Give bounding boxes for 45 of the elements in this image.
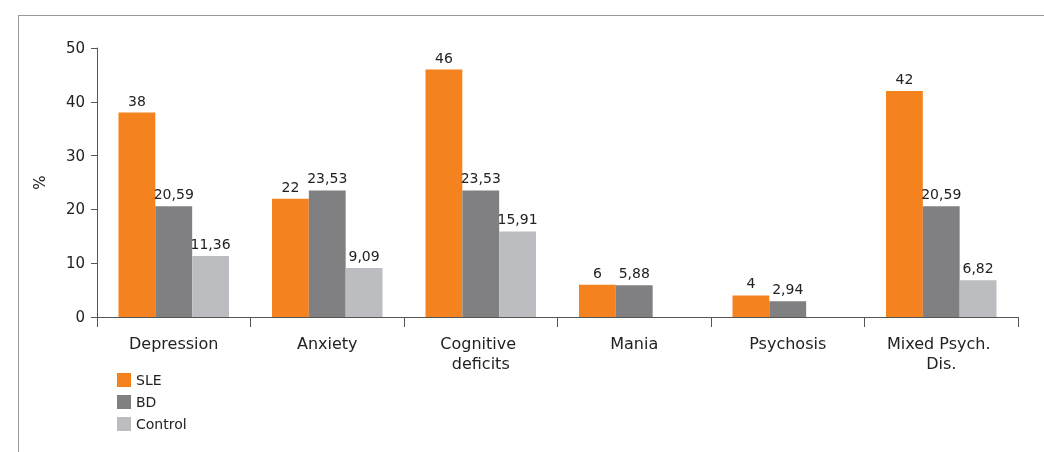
y-tick-label: 0 [75,308,85,326]
y-axis-title: % [30,175,49,190]
y-tick-label: 30 [65,146,85,165]
y-tick-label: 50 [65,39,85,57]
data-label: 2,94 [772,281,804,298]
y-tick-label: 10 [65,254,85,273]
y-tick-label: 40 [65,92,85,111]
x-tick-label: Mixed Psych. Dis. [886,333,996,373]
data-label: 4 [746,275,756,292]
data-label: 5,88 [618,265,650,282]
x-tick-label: Depression [129,333,219,353]
data-label: 11,36 [190,235,231,252]
bar [271,198,309,317]
bar [155,206,193,317]
x-tick-label: Anxiety [296,333,358,353]
bar [425,69,463,317]
legend-label: BD [136,394,157,410]
bar [959,280,997,317]
data-label: 42 [895,71,914,88]
data-label: 6 [592,264,602,281]
legend-label: Control [136,416,187,432]
data-label: 22 [281,178,300,195]
bar [769,301,807,317]
bar [462,190,500,317]
data-label: 6,82 [962,260,994,277]
bar [578,284,616,317]
data-label: 38 [128,92,146,109]
bar [192,255,230,317]
bar [308,190,346,317]
bar [922,206,960,317]
y-tick-label: 20 [65,200,85,219]
bar [499,231,537,317]
data-label: 9,09 [348,248,380,265]
bar [885,91,923,317]
data-label: 15,91 [497,211,538,228]
x-tick-label: Mania [610,333,659,353]
legend-label: SLE [136,372,162,388]
x-tick-label: Cognitive deficits [440,333,522,373]
bar [732,295,770,317]
x-tick-label: Psychosis [749,333,827,353]
data-label: 23,53 [307,170,348,187]
bar [345,268,383,317]
data-label: 46 [435,49,453,66]
bar [118,112,156,317]
bar [615,285,653,317]
